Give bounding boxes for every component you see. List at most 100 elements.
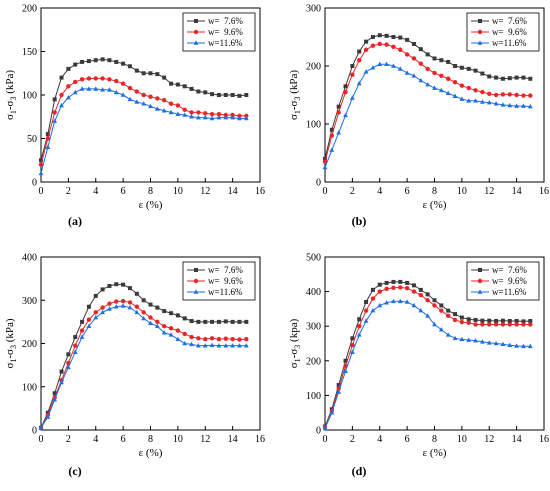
data-point: [216, 111, 222, 117]
data-point: [322, 425, 328, 431]
data-point: [418, 61, 424, 66]
data-point: [343, 84, 348, 89]
data-point: [411, 56, 417, 61]
data-point: [411, 73, 417, 78]
data-point: [79, 334, 85, 339]
data-point: [121, 282, 126, 287]
x-tick-label: 0: [39, 434, 44, 445]
data-point: [391, 35, 396, 39]
data-point: [329, 127, 334, 132]
data-point: [244, 93, 249, 97]
data-point: [446, 308, 451, 313]
data-point: [466, 66, 471, 71]
x-tick-label: 10: [173, 186, 183, 197]
x-tick-label: 14: [228, 434, 238, 445]
data-point: [507, 342, 513, 348]
data-point: [480, 339, 485, 344]
chart-panel: 0 2 4 6 8 10 12 14 16 0 50 100 150 200 ε (%) σ1-σ3 (kPa…: [4, 4, 265, 229]
y-tick-label: 200: [306, 356, 321, 367]
data-point: [521, 93, 526, 98]
data-point: [363, 47, 369, 52]
data-point: [459, 65, 464, 70]
legend-label: w= 7.6%: [208, 265, 243, 275]
y-axis-label-part: σ: [4, 363, 16, 369]
data-point: [411, 283, 416, 288]
y-axis-label-part: -σ: [4, 100, 16, 110]
data-point: [86, 76, 92, 81]
legend-marker: [478, 268, 482, 272]
data-point: [182, 107, 187, 112]
data-point: [363, 318, 369, 323]
data-point: [500, 76, 505, 81]
data-point: [154, 106, 160, 111]
data-point: [196, 115, 201, 120]
y-axis-label: σ1-σ3 (kPa): [288, 70, 302, 120]
data-point: [370, 43, 376, 48]
data-point: [223, 112, 228, 118]
data-point: [357, 49, 362, 54]
legend-marker: [193, 289, 199, 294]
data-point: [73, 62, 78, 67]
data-point: [370, 296, 376, 301]
data-point: [168, 101, 174, 106]
data-point: [244, 319, 249, 324]
x-tick-label: 14: [512, 186, 522, 197]
data-point: [114, 59, 119, 64]
data-point: [459, 315, 464, 320]
data-point: [425, 313, 431, 318]
data-point: [127, 85, 133, 91]
data-point: [65, 95, 71, 100]
data-point: [175, 103, 181, 108]
data-point: [350, 64, 355, 68]
data-point: [73, 79, 78, 85]
data-point: [487, 91, 492, 97]
x-tick-label: 16: [255, 186, 265, 197]
x-tick-label: 2: [66, 434, 71, 445]
series-line: [324, 300, 531, 429]
data-point: [107, 306, 112, 311]
x-tick-label: 2: [66, 186, 71, 197]
data-point: [425, 66, 430, 72]
y-axis-label-part: -σ: [288, 100, 300, 110]
panel-label: (d): [352, 464, 367, 478]
y-tick-label: 0: [32, 426, 37, 437]
data-point: [432, 85, 437, 90]
y-tick-label: 0: [316, 426, 321, 437]
data-point: [216, 336, 222, 342]
data-point: [494, 319, 499, 324]
data-point: [363, 308, 369, 313]
data-point: [473, 88, 478, 93]
data-point: [73, 335, 78, 340]
chart-panel: 0 2 4 6 8 10 12 14 16 0 100 200 300 400 ε (%) σ1-σ3 (kP…: [4, 253, 265, 479]
data-point: [72, 89, 78, 95]
data-point: [182, 340, 188, 346]
data-point: [127, 286, 132, 291]
data-point: [209, 336, 215, 341]
data-point: [79, 86, 85, 91]
data-point: [93, 58, 98, 63]
data-point: [161, 330, 167, 335]
data-point: [168, 332, 174, 337]
legend-label: w= 9.6%: [208, 27, 243, 37]
legend-label: w= 9.6%: [492, 276, 527, 286]
data-point: [93, 310, 98, 315]
data-point: [196, 343, 201, 348]
y-axis-label-subscript: 1: [293, 110, 302, 114]
data-point: [52, 118, 58, 123]
series-line: [324, 281, 531, 427]
data-point: [452, 317, 458, 323]
data-point: [223, 115, 229, 120]
data-point: [336, 130, 342, 135]
series-line: [324, 286, 531, 428]
data-point: [39, 158, 43, 163]
data-point: [141, 71, 146, 76]
data-point: [230, 319, 235, 324]
x-tick-label: 6: [405, 434, 410, 445]
data-point: [521, 103, 526, 108]
data-point: [59, 92, 64, 98]
data-point: [189, 110, 194, 115]
data-point: [397, 298, 403, 304]
legend-label: w= 7.6%: [208, 16, 243, 26]
data-point: [356, 332, 362, 337]
x-axis-label: ε (%): [423, 199, 447, 211]
